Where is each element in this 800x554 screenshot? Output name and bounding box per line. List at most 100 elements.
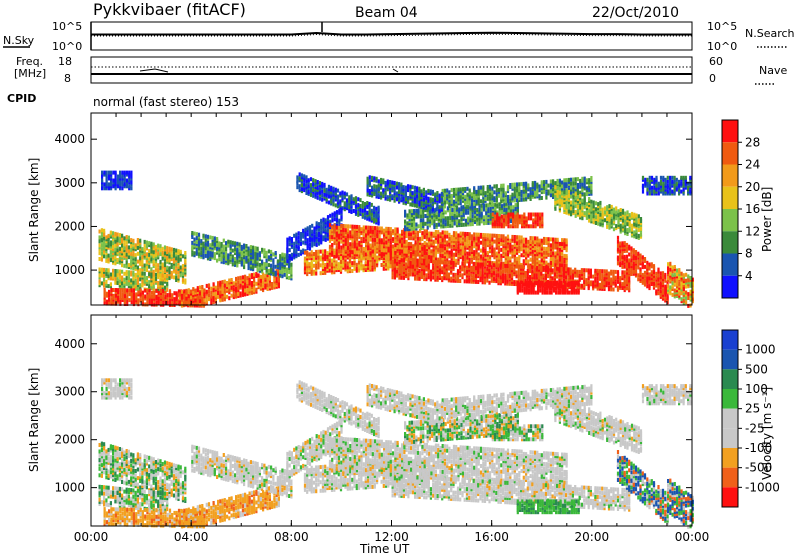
power-cell — [192, 287, 195, 292]
power-cell — [105, 268, 108, 273]
power-cell — [154, 264, 158, 269]
power-cell — [247, 246, 250, 251]
power-cell — [288, 275, 291, 280]
cpid-label: CPID — [7, 92, 36, 105]
power-cell — [245, 244, 248, 248]
power-cell — [495, 251, 498, 256]
power-cell — [442, 220, 445, 225]
power-cell — [407, 236, 410, 241]
power-cell — [367, 262, 370, 266]
power-cell — [312, 252, 316, 256]
power-cell — [488, 255, 492, 260]
power-cell — [220, 242, 223, 246]
power-cell — [319, 249, 322, 254]
power-cell — [324, 218, 327, 223]
power-cell — [468, 232, 471, 237]
power-cell — [249, 260, 252, 265]
power-cell — [531, 265, 534, 270]
power-cell — [454, 263, 457, 268]
power-cell — [309, 177, 313, 182]
power-cell — [455, 252, 458, 257]
power-cell — [116, 242, 119, 247]
power-cell — [272, 258, 275, 263]
power-cell — [567, 277, 570, 282]
power-cell — [139, 256, 142, 261]
power-cell — [385, 226, 388, 231]
power-cell — [450, 188, 453, 193]
power-cell — [459, 253, 462, 258]
power-cell — [359, 207, 362, 212]
power-cell — [538, 265, 541, 270]
power-cell — [479, 262, 482, 267]
power-cell — [387, 248, 390, 253]
power-cell — [343, 201, 346, 206]
power-cell — [155, 300, 158, 305]
power-cell — [488, 280, 491, 285]
power-cell — [98, 229, 101, 234]
power-cell — [274, 251, 277, 255]
power-cell — [159, 259, 162, 264]
power-cell — [175, 262, 178, 267]
power-cell — [477, 232, 480, 237]
power-cell — [483, 262, 487, 267]
power-cell — [303, 174, 306, 179]
power-cell — [392, 229, 395, 234]
power-cell — [585, 268, 588, 273]
power-cell — [583, 280, 586, 284]
power-cell — [116, 178, 119, 183]
power-cell — [249, 245, 252, 250]
power-cell — [100, 228, 103, 233]
power-cell — [369, 263, 372, 268]
power-cell — [616, 270, 620, 275]
power-cell — [114, 243, 117, 248]
power-cell — [463, 279, 466, 284]
power-cell — [354, 210, 358, 214]
power-cell — [441, 230, 444, 235]
nsky-series-line — [91, 31, 692, 36]
power-cell — [562, 278, 565, 283]
power-cell — [328, 238, 332, 243]
power-cell — [481, 268, 484, 273]
power-cell — [166, 274, 169, 278]
power-cell — [168, 276, 171, 281]
power-cell — [273, 283, 276, 288]
power-cell — [332, 186, 335, 191]
power-cell — [377, 205, 380, 210]
power-cell — [315, 249, 318, 254]
power-cell — [166, 250, 169, 254]
power-cell — [326, 255, 329, 259]
power-cell — [482, 203, 486, 208]
power-cell — [337, 225, 341, 230]
power-cell — [98, 267, 101, 272]
power-cell — [100, 253, 103, 258]
power-cell — [439, 257, 442, 262]
power-cell — [270, 267, 273, 272]
power-cell — [243, 243, 246, 248]
power-cell — [365, 225, 368, 230]
power-cell — [246, 276, 249, 281]
power-cell — [222, 248, 225, 253]
power-cell — [117, 295, 120, 300]
power-cell — [299, 249, 302, 254]
power-cell — [333, 262, 336, 267]
power-cell — [334, 203, 337, 208]
power-cell — [207, 283, 211, 288]
power-cell — [459, 245, 462, 250]
power-cell — [444, 222, 447, 227]
power-cell — [607, 281, 611, 286]
power-cell — [161, 262, 164, 267]
power-cell — [486, 251, 489, 255]
power-cell — [290, 252, 293, 257]
power-cell — [422, 218, 425, 223]
power-cell — [130, 238, 133, 243]
power-cell — [549, 237, 552, 242]
power-cell — [462, 213, 465, 217]
power-cell — [545, 246, 548, 251]
power-cell — [440, 210, 443, 215]
nave-label: Nave — [759, 64, 787, 77]
power-cell — [490, 269, 493, 273]
power-cell — [407, 260, 410, 265]
power-cell — [487, 203, 490, 208]
power-cell — [439, 247, 442, 252]
power-cell — [128, 170, 131, 175]
